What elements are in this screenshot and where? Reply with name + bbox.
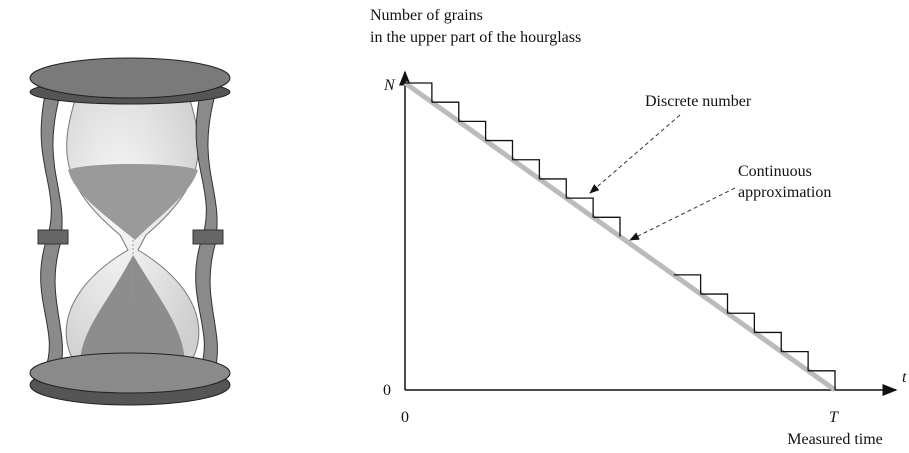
hourglass — [30, 58, 230, 405]
x-zero-label: 0 — [401, 409, 409, 426]
arrow — [590, 115, 680, 193]
annotation: Continuous — [738, 163, 812, 180]
arrow — [630, 188, 735, 240]
x-axis-label: Measured time — [787, 431, 883, 448]
y-axis-label: Number of grains — [370, 7, 483, 24]
figure: Number of grains in the upper part of th… — [0, 0, 909, 453]
x-end-label: T — [829, 409, 839, 426]
annotation: approximation — [738, 184, 831, 201]
y-max-label: N — [383, 77, 396, 94]
x-axis-symbol: t — [902, 369, 907, 386]
plot — [405, 72, 896, 390]
y-axis-label: in the upper part of the hourglass — [370, 29, 581, 46]
y-zero-label: 0 — [383, 382, 391, 399]
annotation: Discrete number — [645, 93, 752, 110]
